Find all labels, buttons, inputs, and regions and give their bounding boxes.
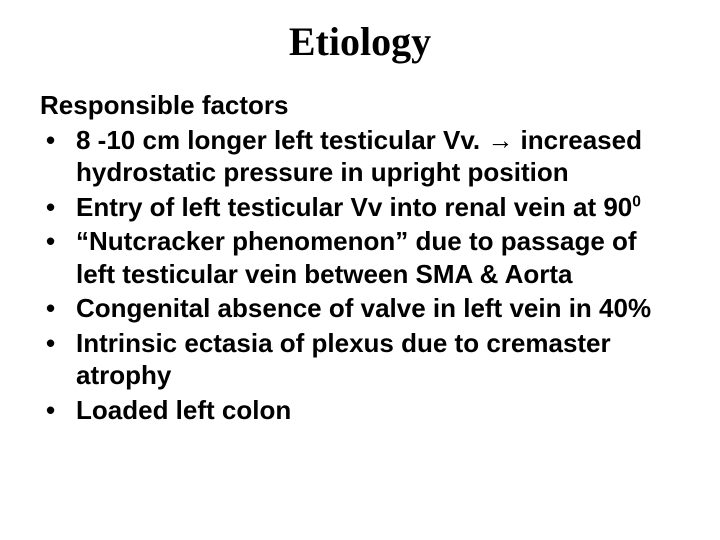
- list-item: 8 -10 cm longer left testicular Vv. → in…: [40, 124, 680, 189]
- list-item: Entry of left testicular Vv into renal v…: [40, 191, 680, 224]
- slide-subheading: Responsible factors: [40, 89, 680, 122]
- list-item: “Nutcracker phenomenon” due to passage o…: [40, 225, 680, 290]
- bullet-list: 8 -10 cm longer left testicular Vv. → in…: [40, 124, 680, 427]
- slide-title: Etiology: [40, 18, 680, 65]
- list-item: Congenital absence of valve in left vein…: [40, 292, 680, 325]
- list-item: Intrinsic ectasia of plexus due to crema…: [40, 327, 680, 392]
- slide: Etiology Responsible factors 8 -10 cm lo…: [0, 0, 720, 540]
- list-item: Loaded left colon: [40, 394, 680, 427]
